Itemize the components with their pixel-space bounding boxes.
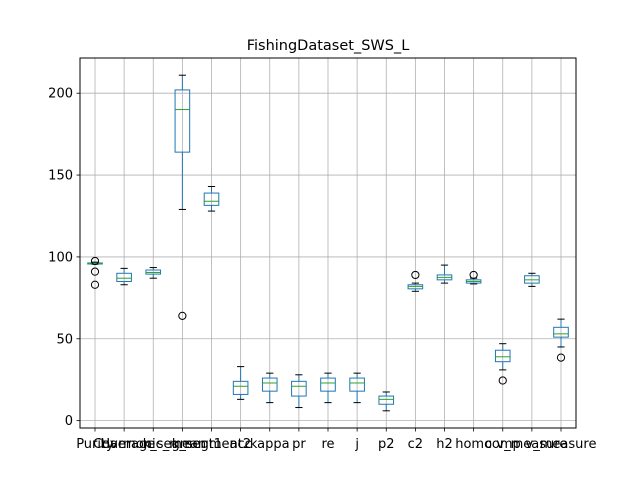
x-tick-label: k_segment1 (143, 437, 222, 452)
x-tick-label: re (321, 437, 334, 452)
x-tick-label: p2 (378, 437, 395, 452)
x-tick-label: kappa (250, 437, 290, 452)
box-group (553, 318, 569, 362)
chart-title: FishingDataset_SWS_L (247, 38, 410, 54)
y-tick-label: 50 (56, 332, 73, 347)
y-tick-label: 200 (48, 87, 73, 102)
x-tick-label: pr (292, 437, 306, 452)
outlier-point (411, 270, 420, 280)
box-iqr (232, 380, 249, 395)
box-group (436, 264, 453, 284)
x-tick-label: v_measure (526, 437, 597, 452)
box-group (320, 372, 336, 404)
box-group (116, 267, 132, 286)
box-group (465, 270, 482, 285)
y-tick-label: 0 (65, 414, 73, 429)
outlier-point (498, 376, 507, 385)
box-group (291, 374, 307, 409)
y-tick-label: 150 (48, 169, 73, 184)
box-group (524, 272, 540, 287)
x-tick-label: k_segment2 (172, 437, 251, 452)
box-group (407, 270, 424, 292)
x-tick-label: Purity (76, 437, 114, 452)
x-tick-label: c2 (408, 437, 423, 452)
box-group (349, 372, 365, 404)
box-iqr (116, 272, 132, 282)
x-tick-label: j (354, 437, 359, 452)
x-tick-label: Coverage (93, 437, 155, 452)
x-tick-label: comp (485, 437, 521, 452)
box-iqr (320, 377, 336, 392)
outlier-point (469, 270, 478, 280)
x-tick-label: Harmonic_mean (100, 437, 206, 452)
box-iqr (553, 326, 569, 338)
box-group (378, 391, 395, 412)
x-tick-label: v_measure (496, 437, 567, 452)
box-iqr (349, 377, 365, 392)
outlier-point (90, 280, 100, 289)
box-iqr (291, 380, 307, 397)
box-iqr (378, 395, 395, 405)
box-group (145, 267, 162, 279)
grid-layer (80, 58, 576, 428)
y-tick-label: 100 (48, 250, 73, 265)
box-group (174, 74, 191, 320)
ticks-layer: 050100150200PurityCoverageHarmonic_meank… (48, 87, 596, 452)
box-group (87, 256, 103, 289)
box-iqr (203, 192, 220, 206)
outlier-point (178, 311, 187, 320)
x-tick-label: acc (229, 437, 251, 452)
x-tick-label: h2 (436, 437, 453, 452)
box-group (203, 186, 220, 212)
box-group (232, 366, 249, 400)
box-iqr (261, 377, 278, 392)
box-iqr (174, 89, 191, 153)
outlier-point (556, 353, 566, 362)
box-iqr (494, 349, 511, 363)
outlier-point (90, 267, 100, 276)
box-group (494, 343, 511, 385)
box-group (261, 372, 278, 404)
x-tick-label: homo (455, 437, 492, 452)
boxes-layer (87, 74, 569, 412)
outlier-point (90, 256, 100, 266)
